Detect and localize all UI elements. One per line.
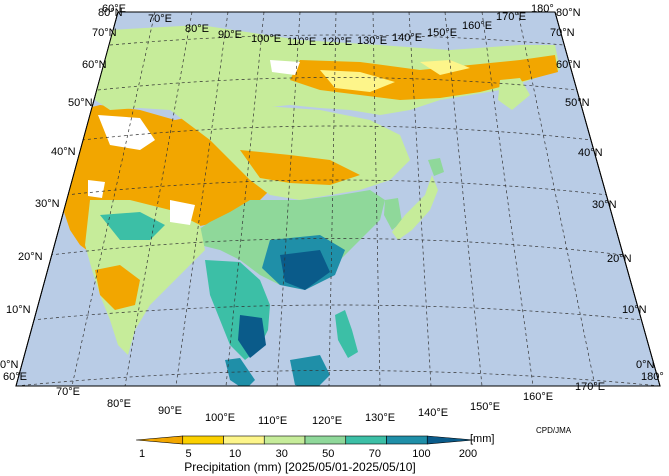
land-india [85, 200, 205, 355]
top-lon-label: 180° [531, 3, 554, 15]
right-lat-label: 60°N [556, 59, 581, 71]
land-korea [384, 198, 402, 230]
land-south-china-core [280, 250, 330, 290]
land-no-data-3 [270, 60, 300, 75]
land-japan [392, 175, 438, 240]
land-hokkaido [428, 158, 444, 176]
colorbar-tick-label: 5 [186, 448, 192, 460]
left-lat-label: 0°N [0, 359, 19, 371]
right-lat-label: 80°N [556, 7, 581, 19]
colorbar-swatch [345, 435, 387, 445]
land-kamchatka [498, 78, 530, 110]
colorbar-tick-label: 70 [369, 448, 381, 460]
right-lat-label: 10°N [622, 304, 647, 316]
top-lon-label: 110°E [287, 36, 316, 48]
land-malay [225, 358, 255, 386]
right-latitude-labels: 0°N 10°N 20°N 30°N 40°N 50°N 60°N 70°N 8… [550, 7, 655, 371]
left-lat-label: 10°N [6, 304, 31, 316]
land-india-wet [100, 212, 165, 240]
left-lat-label: 80°N [98, 7, 123, 19]
bottom-longitude-labels: 60°E 70°E 80°E 90°E 100°E 110°E 120°E 13… [3, 371, 664, 427]
bottom-lon-label: 120°E [312, 415, 342, 427]
land-yellow-patch-2 [420, 60, 470, 75]
colorbar-swatch [223, 435, 265, 445]
colorbar-swatch [263, 435, 306, 445]
bottom-lon-label: 90°E [158, 405, 182, 417]
colorbar-tick-label: 50 [322, 448, 334, 460]
right-lat-label: 40°N [578, 147, 603, 159]
top-lon-label: 140°E [392, 32, 422, 44]
colorbar-tick-label: 30 [276, 448, 288, 460]
bottom-lon-label: 80°E [107, 398, 131, 410]
bottom-lon-label: 60°E [3, 371, 27, 383]
left-latitude-labels: 0°N 10°N 20°N 30°N 40°N 50°N 60°N 70°N 8… [0, 7, 123, 371]
land-indochina-core [238, 315, 266, 358]
bottom-lon-label: 100°E [205, 412, 235, 424]
right-lat-label: 70°N [550, 27, 575, 39]
colorbar-tick-label: 10 [229, 448, 241, 460]
land-india-orange [95, 265, 140, 310]
colorbar-tick-label: 1 [139, 448, 145, 460]
top-lon-label: 80°E [185, 23, 209, 35]
top-longitude-labels: 60°E 70°E 80°E 90°E 100°E 110°E 120°E 13… [102, 3, 554, 48]
unit-label: [mm] [470, 433, 494, 445]
bottom-lon-label: 110°E [258, 415, 287, 427]
land-yellow-patch [320, 70, 395, 92]
top-lon-label: 100°E [251, 33, 281, 45]
land-no-data-2 [170, 200, 195, 225]
top-lon-label: 150°E [427, 27, 457, 39]
land-no-data-4 [88, 180, 105, 198]
left-lat-label: 40°N [51, 146, 76, 158]
colorbar-swatch [426, 435, 475, 445]
land-no-data [98, 115, 155, 150]
colorbar-swatch [135, 435, 184, 445]
left-lat-label: 30°N [35, 198, 60, 210]
bottom-lon-label: 170°E [575, 381, 605, 393]
colorbar-swatch [304, 435, 347, 445]
colorbar-tick-label: 100 [412, 448, 430, 460]
bottom-lon-label: 160°E [523, 391, 553, 403]
bottom-lon-label: 150°E [470, 401, 500, 413]
right-lat-label: 20°N [607, 253, 632, 265]
top-lon-label: 130°E [357, 35, 387, 47]
top-lon-label: 60°E [102, 3, 126, 15]
top-lon-label: 170°E [496, 11, 526, 23]
land-philippines [335, 310, 358, 358]
bottom-lon-label: 70°E [56, 386, 80, 398]
credit-label: CPD/JMA [536, 426, 572, 435]
top-lon-label: 160°E [462, 20, 492, 32]
bottom-lon-label: 130°E [365, 412, 395, 424]
graticule [16, 12, 660, 386]
land-borneo [290, 355, 330, 386]
land-mongolia-orange [240, 150, 360, 185]
bottom-lon-label: 140°E [418, 407, 448, 419]
top-lon-label: 120°E [322, 36, 352, 48]
right-lat-label: 30°N [592, 199, 617, 211]
top-lon-label: 90°E [218, 29, 242, 41]
right-lat-label: 50°N [565, 97, 590, 109]
top-lon-label: 70°E [148, 13, 172, 25]
left-lat-label: 60°N [82, 59, 107, 71]
left-lat-label: 70°N [92, 27, 117, 39]
right-lat-label: 0°N [636, 359, 655, 371]
left-lat-label: 20°N [18, 251, 43, 263]
colorbar-swatch [182, 435, 224, 445]
map-title: Precipitation (mm) [2025/05/01-2025/05/1… [184, 460, 415, 474]
colorbar-tick-label: 200 [459, 448, 477, 460]
bottom-lon-label: 180° [641, 371, 664, 383]
colorbar: 1 5 10 30 50 70 100 200 [135, 435, 477, 460]
colorbar-swatch [386, 435, 428, 445]
left-lat-label: 50°N [68, 97, 93, 109]
